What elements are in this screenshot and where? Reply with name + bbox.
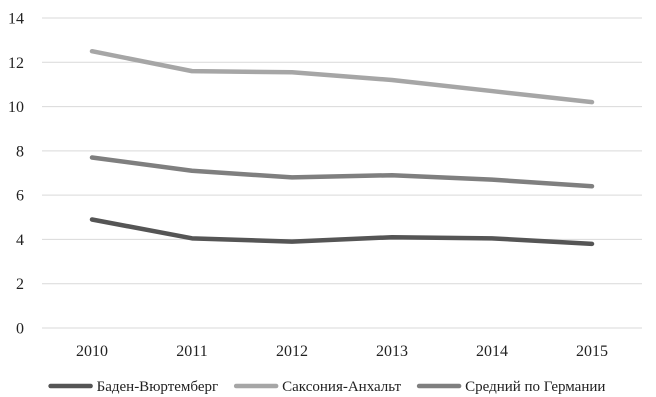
legend-item: Средний по Германии xyxy=(416,379,605,395)
legend-item: Саксония-Анхальт xyxy=(233,379,402,395)
y-tick-label: 0 xyxy=(16,321,24,338)
x-tick-label: 2015 xyxy=(576,343,608,360)
series-line-1 xyxy=(89,217,595,247)
legend-item: Баден-Вюртемберг xyxy=(48,379,219,395)
legend-label: Саксония-Анхальт xyxy=(282,379,401,395)
y-axis-tick-labels: 0 2 4 6 8 10 12 14 xyxy=(8,11,24,338)
x-tick-label: 2012 xyxy=(276,343,308,360)
y-tick-label: 8 xyxy=(16,143,24,160)
legend-label: Средний по Германии xyxy=(465,379,605,395)
y-tick-label: 12 xyxy=(8,55,24,72)
legend: Баден-Вюртемберг Саксония-Анхальт Средний … xyxy=(48,379,605,395)
x-tick-label: 2011 xyxy=(176,343,207,360)
y-tick-label: 10 xyxy=(8,99,24,116)
series-line-2 xyxy=(89,48,595,105)
x-tick-label: 2013 xyxy=(376,343,408,360)
y-tick-label: 6 xyxy=(16,188,24,205)
y-tick-label: 2 xyxy=(16,276,24,293)
y-tick-label: 14 xyxy=(8,11,24,28)
grid-lines xyxy=(42,17,642,329)
x-tick-label: 2010 xyxy=(76,343,108,360)
series-line-3 xyxy=(89,155,595,189)
y-tick-label: 4 xyxy=(16,232,24,249)
series-lines xyxy=(89,48,595,247)
x-axis-tick-labels: 2010 2011 2012 2013 2014 2015 xyxy=(76,343,608,360)
legend-label: Баден-Вюртемберг xyxy=(97,379,219,395)
x-tick-label: 2014 xyxy=(476,343,508,360)
